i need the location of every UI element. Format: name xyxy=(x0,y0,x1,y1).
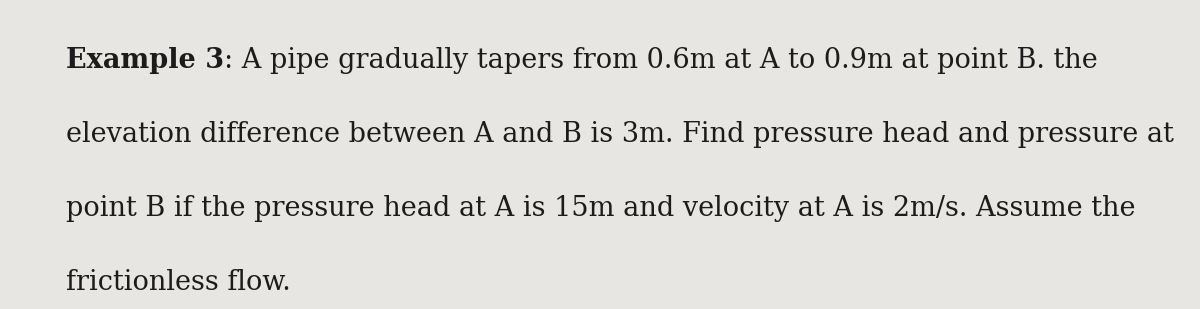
Text: elevation difference between A and B is 3m. Find pressure head and pressure at: elevation difference between A and B is … xyxy=(66,121,1174,148)
Text: : A pipe gradually tapers from 0.6m at A to 0.9m at point B. the: : A pipe gradually tapers from 0.6m at A… xyxy=(224,47,1098,74)
Text: point B if the pressure head at A is 15m and velocity at A is 2m/s. Assume the: point B if the pressure head at A is 15m… xyxy=(66,195,1135,222)
Text: Example 3: Example 3 xyxy=(66,47,224,74)
Text: frictionless flow.: frictionless flow. xyxy=(66,269,290,296)
